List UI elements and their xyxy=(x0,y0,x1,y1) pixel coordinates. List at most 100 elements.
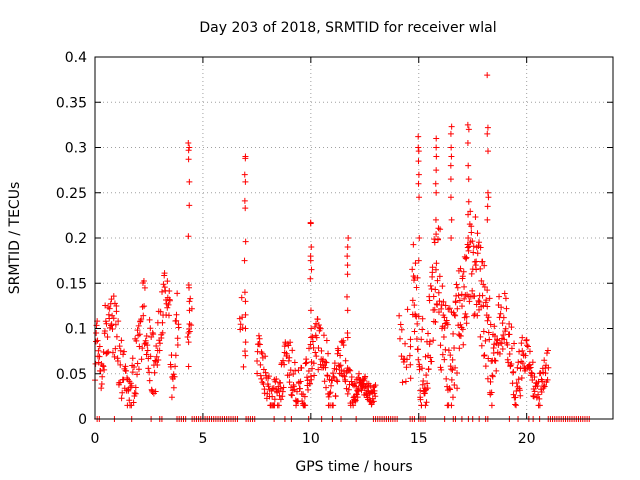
data-point xyxy=(355,388,362,395)
data-point xyxy=(482,337,489,344)
data-point xyxy=(410,241,417,248)
data-point xyxy=(295,367,302,374)
data-point xyxy=(113,308,120,315)
data-point xyxy=(480,302,487,309)
data-point xyxy=(448,376,455,383)
data-point xyxy=(510,368,517,375)
data-point xyxy=(430,337,437,344)
data-point xyxy=(257,361,264,368)
data-point xyxy=(352,398,359,405)
data-point xyxy=(402,340,409,347)
data-point xyxy=(451,345,458,352)
data-point xyxy=(413,284,420,291)
data-point xyxy=(173,317,180,324)
data-point xyxy=(119,389,126,396)
x-tick-label: 10 xyxy=(302,431,320,447)
data-point xyxy=(523,337,530,344)
data-point xyxy=(473,266,480,273)
data-point xyxy=(536,395,543,402)
data-point xyxy=(307,307,314,314)
data-point xyxy=(415,158,422,165)
data-point xyxy=(441,324,448,331)
y-tick-label: 0.1 xyxy=(65,322,87,338)
data-point xyxy=(105,348,112,355)
data-point xyxy=(463,313,470,320)
data-point xyxy=(469,238,476,245)
data-point xyxy=(518,375,525,382)
data-point xyxy=(260,366,267,373)
data-point xyxy=(465,176,472,183)
data-point xyxy=(407,361,414,368)
data-point xyxy=(311,372,318,379)
data-point xyxy=(117,361,124,368)
data-point xyxy=(452,299,459,306)
data-point xyxy=(99,362,106,369)
data-point xyxy=(454,305,461,312)
data-point xyxy=(506,320,513,327)
data-point xyxy=(254,358,261,365)
data-point xyxy=(448,216,455,223)
data-point xyxy=(242,178,249,185)
data-point xyxy=(145,365,152,372)
data-point xyxy=(444,321,451,328)
data-point xyxy=(483,297,490,304)
data-point xyxy=(132,384,139,391)
data-point xyxy=(110,315,117,322)
data-point xyxy=(334,378,341,385)
data-point xyxy=(425,330,432,337)
data-point xyxy=(171,373,178,380)
x-tick-label: 5 xyxy=(198,431,207,447)
data-points xyxy=(92,72,593,422)
data-point xyxy=(265,373,272,380)
data-point xyxy=(463,320,470,327)
data-point xyxy=(242,205,249,212)
data-point xyxy=(419,326,426,333)
data-point xyxy=(129,369,136,376)
data-point xyxy=(156,347,163,354)
data-point xyxy=(454,385,461,392)
data-point xyxy=(241,171,248,178)
data-point xyxy=(541,383,548,390)
data-point xyxy=(139,345,146,352)
y-tick-label: 0.2 xyxy=(65,231,87,247)
data-point xyxy=(309,365,316,372)
data-point xyxy=(448,123,455,130)
data-point xyxy=(138,316,145,323)
data-point xyxy=(491,332,498,339)
data-point xyxy=(480,352,487,359)
data-point xyxy=(186,178,193,185)
data-point xyxy=(447,162,454,169)
data-point xyxy=(146,316,153,323)
data-point xyxy=(457,333,464,340)
data-point xyxy=(464,244,471,251)
data-point xyxy=(503,305,510,312)
data-point xyxy=(144,342,151,349)
data-point xyxy=(240,363,247,370)
data-point xyxy=(95,359,102,366)
data-point xyxy=(460,341,467,348)
data-point xyxy=(526,361,533,368)
data-point xyxy=(462,255,469,262)
data-point xyxy=(262,369,269,376)
data-point xyxy=(98,385,105,392)
data-point xyxy=(518,340,525,347)
data-point xyxy=(472,213,479,220)
data-point xyxy=(305,367,312,374)
data-point xyxy=(425,366,432,373)
data-point xyxy=(345,235,352,241)
data-point xyxy=(322,359,329,366)
data-point xyxy=(273,376,280,383)
data-point xyxy=(432,216,439,223)
data-point xyxy=(340,342,347,349)
data-point xyxy=(435,289,442,296)
data-point xyxy=(442,320,449,327)
data-point xyxy=(160,281,167,288)
data-point xyxy=(277,396,284,403)
data-point xyxy=(185,339,192,346)
data-point xyxy=(435,309,442,316)
data-point xyxy=(498,304,505,311)
data-point xyxy=(436,273,443,280)
data-point xyxy=(367,382,374,389)
data-point xyxy=(418,336,425,343)
data-point xyxy=(431,239,438,246)
